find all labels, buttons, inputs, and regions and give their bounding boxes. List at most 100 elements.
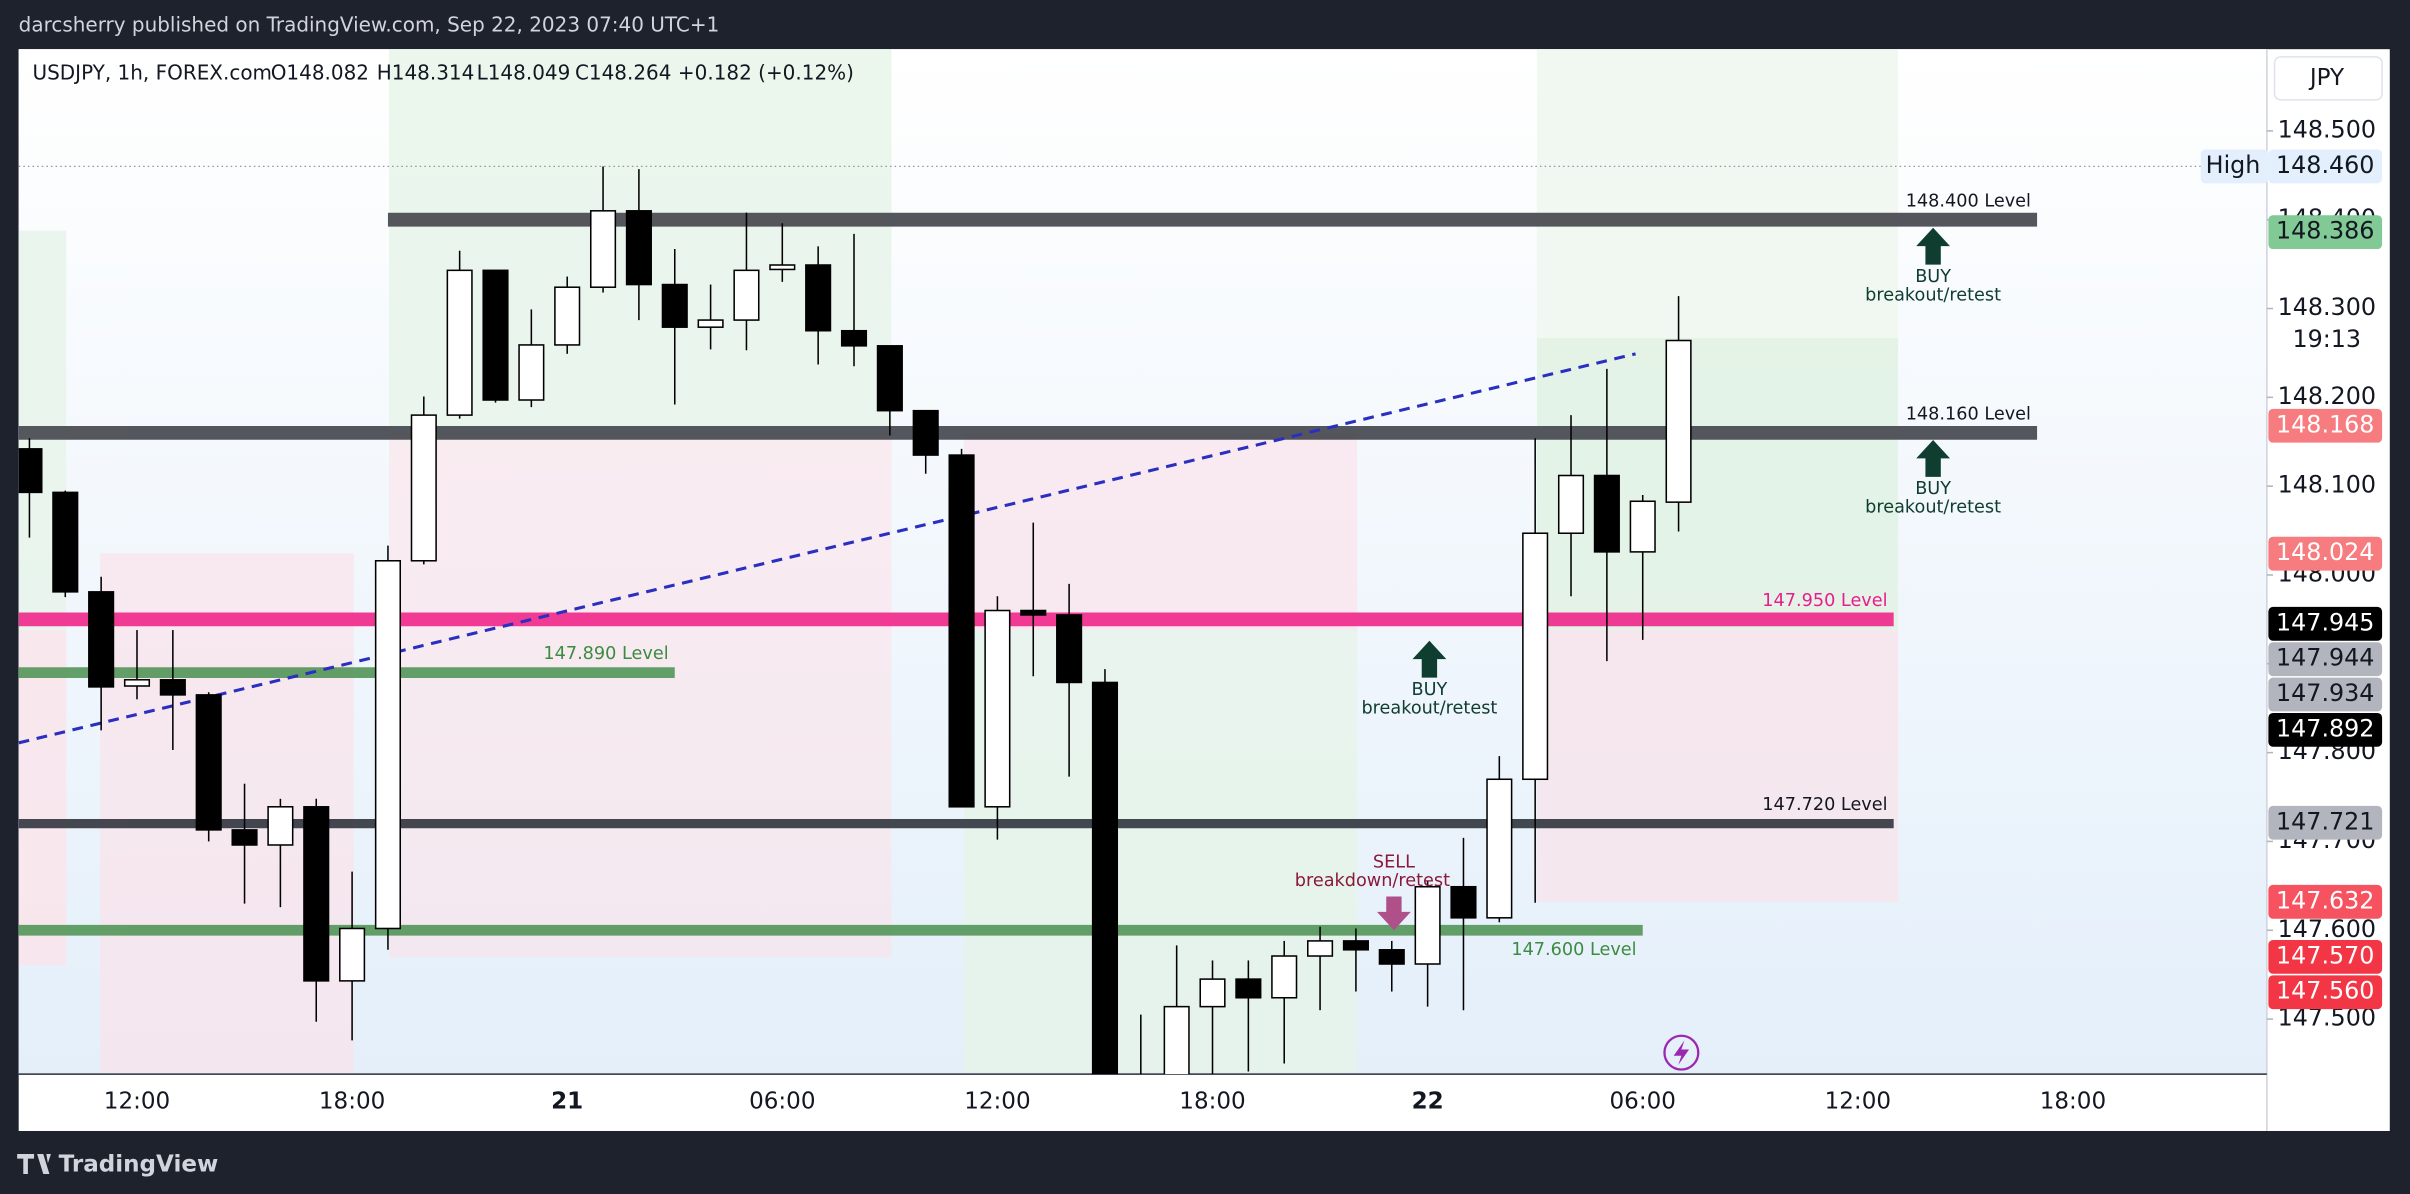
legend-symbol: USDJPY, 1h, FOREX.com <box>33 60 272 84</box>
candle-body <box>1414 885 1441 965</box>
candle-body <box>984 609 1011 808</box>
annotation-label: BUY <box>1915 479 1951 499</box>
price-badge <box>2268 975 2383 1010</box>
y-tick-label: 148.500 <box>2278 115 2376 143</box>
candle-body <box>1091 681 1119 1075</box>
candle-body <box>446 269 473 416</box>
level-label: 147.720 Level <box>1762 795 1887 815</box>
x-tick-label: 06:00 <box>749 1088 815 1114</box>
brand-logo <box>17 1154 51 1175</box>
price-badge <box>2268 712 2383 747</box>
candle-body <box>52 491 79 593</box>
legend-open: O148.082 <box>271 60 369 84</box>
price-badge <box>2268 677 2383 712</box>
x-tick-label: 18:00 <box>319 1088 385 1114</box>
annotation-text: breakout/retest <box>1865 285 2001 305</box>
candle-body <box>482 269 509 401</box>
currency-label[interactable]: JPY <box>2308 65 2345 91</box>
candle-body <box>518 344 545 401</box>
currency-button[interactable] <box>2273 56 2383 101</box>
zone <box>18 630 67 966</box>
price-badge-name-bg <box>2200 149 2269 184</box>
header-text: darcsherry published on TradingView.com,… <box>19 13 720 37</box>
candle-body <box>1020 609 1047 616</box>
price-badge <box>2268 606 2383 641</box>
events-icon[interactable] <box>1663 1034 1700 1071</box>
events-icon-bolt <box>1673 1040 1690 1065</box>
level-label: 147.950 Level <box>1762 591 1887 611</box>
price-badge-label: 148.460 <box>2276 151 2374 179</box>
price-badge-label: 147.570 <box>2276 941 2374 969</box>
price-badge <box>2268 536 2383 571</box>
x-tick-label: 21 <box>551 1088 583 1114</box>
annotation-text: breakout/retest <box>1865 498 2001 518</box>
candle-body <box>267 806 294 846</box>
candle-body <box>912 409 939 456</box>
candle-body <box>876 345 903 412</box>
x-tick-label: 12:00 <box>964 1088 1030 1114</box>
annotation-text: breakdown/retest <box>1295 871 1450 891</box>
annotation-arrow <box>1916 227 1951 265</box>
annotation-arrow <box>1916 439 1951 477</box>
candle-body <box>733 269 760 321</box>
price-badge-label: 147.721 <box>2276 807 2374 835</box>
candle-body <box>697 319 724 328</box>
candle-body <box>1307 940 1334 957</box>
y-tick-label: 148.300 <box>2278 293 2376 321</box>
zone <box>963 630 1358 1073</box>
x-tick-label: 12:00 <box>1825 1088 1891 1114</box>
trendline <box>18 352 1636 745</box>
candle-body <box>88 591 115 688</box>
candle-body <box>1378 949 1405 965</box>
candle-body <box>1593 474 1620 553</box>
x-tick-label: 06:00 <box>1610 1088 1676 1114</box>
candle-body <box>1450 885 1477 919</box>
candle-body <box>410 414 437 562</box>
price-badge <box>2268 642 2383 677</box>
x-tick-label: 12:00 <box>104 1088 170 1114</box>
countdown-bg <box>2268 323 2383 358</box>
candle-body <box>1665 339 1692 503</box>
candle-body <box>1629 500 1656 553</box>
candle-body <box>948 454 975 808</box>
candle-body <box>159 679 186 696</box>
candle-body <box>1342 940 1369 951</box>
price-badge-name: High <box>2206 151 2261 179</box>
annotation-text: breakout/retest <box>1361 698 1497 718</box>
price-badge <box>2268 149 2383 184</box>
price-badge <box>2268 805 2383 840</box>
y-tick-label: 147.600 <box>2278 915 2376 943</box>
price-badge-label: 147.945 <box>2276 608 2374 636</box>
candle-body <box>123 679 151 687</box>
annotation-label: SELL <box>1373 853 1415 873</box>
price-badge <box>2268 408 2383 443</box>
candle-body <box>1522 532 1549 781</box>
price-badge-label: 148.024 <box>2276 538 2374 566</box>
candle-body <box>805 264 832 332</box>
price-badge-label: 147.560 <box>2276 977 2374 1005</box>
candle-body <box>554 286 581 346</box>
annotation-label: BUY <box>1915 267 1951 287</box>
price-badge <box>2268 884 2383 919</box>
zone <box>389 433 892 958</box>
zone <box>1536 630 1899 903</box>
candle-body <box>1486 778 1513 919</box>
y-tick-label: 148.200 <box>2278 382 2376 410</box>
candle-body <box>339 927 366 982</box>
price-badge <box>2268 215 2383 250</box>
level-label: 147.890 Level <box>543 644 668 664</box>
level-label: 148.400 Level <box>1906 191 2031 211</box>
level-label: 148.160 Level <box>1906 404 2031 424</box>
legend-close: C148.264 <box>575 60 672 84</box>
candle-body <box>769 264 796 271</box>
zone <box>1536 338 1899 631</box>
price-badge-label: 147.944 <box>2276 644 2374 672</box>
legend-high: H148.314 <box>377 60 475 84</box>
price-badge <box>2268 939 2383 974</box>
candle-body <box>1235 978 1262 999</box>
x-tick-label: 18:00 <box>2040 1088 2106 1114</box>
candle-body <box>374 559 402 930</box>
price-badge-label: 147.934 <box>2276 679 2374 707</box>
